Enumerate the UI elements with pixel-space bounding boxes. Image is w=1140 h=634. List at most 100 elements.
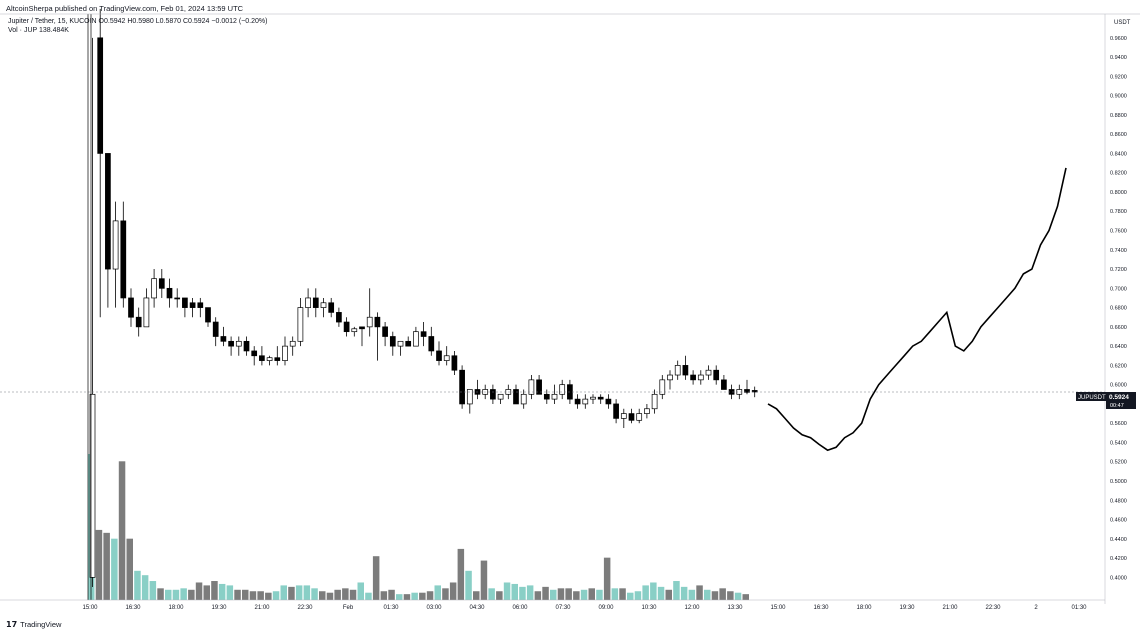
candle: [613, 399, 619, 424]
volume-bar: [619, 588, 626, 600]
volume-bar: [103, 532, 110, 600]
y-tick-label: 0.7800: [1110, 209, 1127, 215]
volume-bar: [265, 592, 272, 600]
candle: [397, 340, 404, 356]
y-tick-label: 0.6600: [1110, 325, 1127, 331]
volume-bar: [165, 589, 172, 600]
volume-bar: [180, 588, 187, 600]
y-tick-label: 0.8000: [1110, 190, 1127, 196]
volume-bar: [272, 591, 280, 600]
tradingview-footer[interactable]: 𝟭𝟳 TradingView: [6, 620, 61, 629]
candle: [266, 355, 273, 366]
volume-bar: [673, 581, 680, 600]
candle: [620, 408, 627, 429]
time-axis-ticks: 15:00 16:30 18:00 19:30 21:00 22:30 Feb 01:30 03…: [82, 605, 1087, 611]
x-tick-label: 16:30: [813, 605, 829, 611]
ohlc-values: O0.5942 H0.5980 L0.5870 C0.5924 −0.0012 …: [98, 18, 268, 25]
volume-bar: [634, 591, 642, 600]
candle: [697, 370, 704, 385]
symbol-label[interactable]: Jupiter / Tether, 15, KUCOIN: [8, 18, 97, 25]
candle: [674, 360, 681, 380]
volume-bar: [665, 589, 672, 600]
volume-bar: [742, 594, 749, 600]
x-tick-label: 10:30: [641, 605, 657, 611]
volume-bar: [149, 581, 157, 600]
candle: [721, 375, 727, 390]
candle: [336, 307, 342, 327]
candle: [474, 379, 481, 400]
volume-bar: [172, 589, 180, 600]
volume-bar: [234, 589, 241, 600]
volume-bar: [557, 588, 565, 600]
y-tick-label: 0.7000: [1110, 286, 1127, 292]
volume-bar: [365, 592, 372, 600]
volume-bar: [319, 591, 326, 600]
x-tick-label: 22:30: [985, 605, 1001, 611]
candle: [289, 336, 296, 356]
volume-bar: [303, 585, 311, 600]
y-tick-label: 0.8600: [1110, 132, 1127, 138]
volume-bar: [342, 588, 349, 600]
candle: [644, 403, 650, 419]
volume-bar: [511, 583, 518, 600]
candle: [128, 288, 134, 327]
price-axis[interactable]: [1105, 14, 1140, 604]
volume-bar: [126, 538, 133, 600]
candle: [243, 336, 250, 356]
x-tick-label: 15:00: [770, 605, 786, 611]
volume-bar: [434, 585, 441, 600]
candle: [328, 297, 335, 318]
candle: [282, 336, 288, 366]
candle: [443, 346, 450, 366]
volume-bar: [688, 589, 696, 600]
volume-bar: [596, 589, 603, 600]
candle: [120, 201, 127, 308]
volume-bar: [111, 538, 118, 600]
candle: [543, 389, 550, 404]
volume-bar: [473, 591, 480, 600]
volume-bar: [603, 557, 611, 600]
candle: [389, 331, 396, 356]
y-tick-label: 0.9000: [1110, 94, 1127, 100]
candle: [690, 370, 696, 385]
candle: [220, 326, 227, 347]
candle: [251, 346, 258, 366]
volume-bar: [426, 591, 434, 600]
volume-bar: [134, 570, 141, 600]
candle: [112, 201, 119, 308]
y-tick-label: 0.7400: [1110, 248, 1127, 254]
volume-bar: [218, 583, 226, 600]
volume-bar: [280, 585, 287, 600]
candle: [359, 326, 365, 347]
volume-bar: [680, 586, 688, 600]
volume-bar: [242, 589, 249, 600]
volume-bar: [357, 582, 364, 600]
candle: [628, 408, 635, 424]
volume-bar: [711, 591, 719, 600]
y-tick-label: 0.9400: [1110, 55, 1127, 61]
candle: [197, 297, 204, 318]
x-tick-label: 18:00: [856, 605, 872, 611]
candle: [135, 307, 142, 337]
volume-bars: [88, 454, 749, 600]
y-tick-label: 0.7600: [1110, 229, 1127, 235]
volume-bar: [288, 586, 295, 600]
volume-bar: [249, 591, 257, 600]
candle: [182, 297, 188, 318]
candle: [405, 336, 412, 347]
volume-bar: [372, 556, 380, 600]
volume-bar: [519, 586, 526, 600]
price-axis-ticks: 0.9600 0.9400 0.9200 0.9000 0.8800 0.8600 0.84…: [1110, 36, 1127, 582]
candle: [89, 37, 96, 587]
price-projection-drawing[interactable]: [767, 167, 1067, 452]
volume-bar: [349, 589, 357, 600]
volume-bar: [118, 461, 126, 600]
candle: [158, 269, 165, 298]
y-tick-label: 0.4600: [1110, 518, 1127, 524]
x-tick-label: 06:00: [512, 605, 528, 611]
candle: [312, 288, 319, 318]
volume-legend[interactable]: Vol · JUP 138.484K: [8, 27, 69, 34]
candle: [636, 408, 643, 424]
candle: [97, 8, 104, 318]
